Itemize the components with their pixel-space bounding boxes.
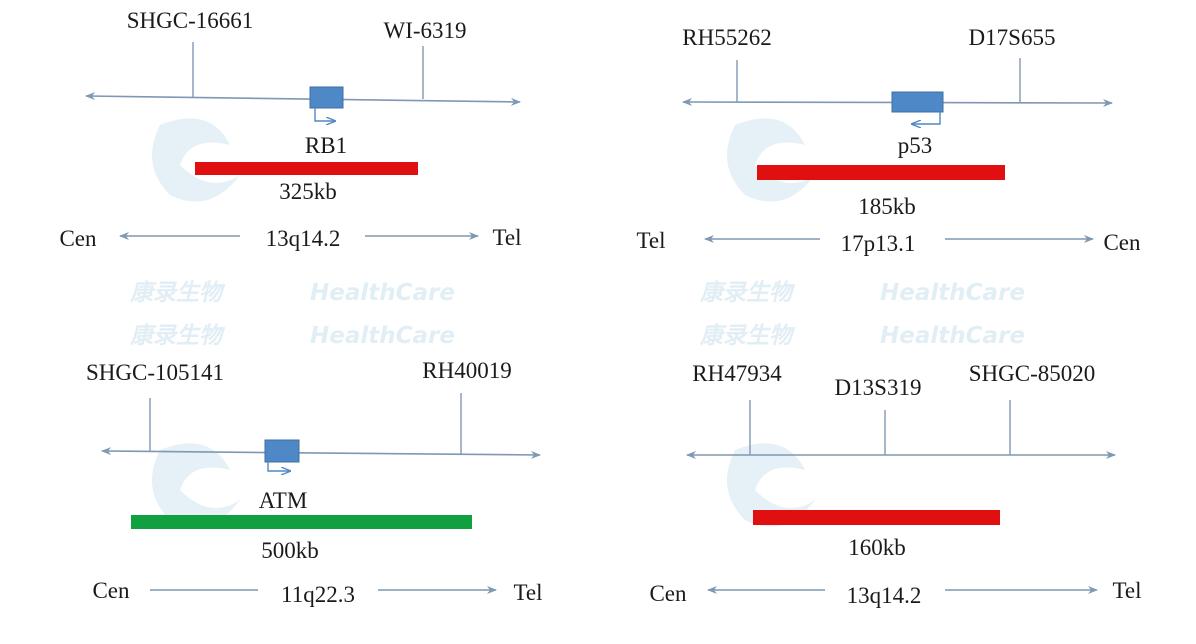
- watermark-en: HealthCare: [880, 323, 1025, 349]
- panel-p53: RH55262 D17S655 p53 185kb Tel 17p13.1 Ce…: [636, 25, 1141, 256]
- marker-label: D17S655: [969, 25, 1056, 50]
- watermark: 康录生物 HealthCare 康录生物 HealthCare 康录生物 Hea…: [129, 118, 1025, 527]
- marker-label: WI-6319: [383, 18, 466, 43]
- marker-label: RH55262: [682, 25, 771, 50]
- gene-label: ATM: [259, 488, 308, 513]
- probe-size: 325kb: [279, 179, 337, 204]
- left-end-label: Cen: [649, 581, 687, 606]
- right-end-label: Tel: [513, 580, 542, 605]
- probe-bar: [753, 510, 1000, 525]
- transcription-arrow-icon: [912, 112, 941, 124]
- probe-size: 185kb: [858, 194, 916, 219]
- panel-atm: SHGC-105141 RH40019 ATM 500kb Cen 11q22.…: [86, 358, 543, 607]
- probe-bar: [757, 165, 1005, 180]
- right-end-label: Cen: [1103, 230, 1141, 255]
- band-label: 13q14.2: [847, 583, 922, 608]
- marker-label: D13S319: [835, 375, 922, 400]
- left-end-label: Tel: [636, 228, 665, 253]
- left-end-label: Cen: [59, 226, 97, 251]
- panel-d13s319: RH47934 D13S319 SHGC-85020 160kb Cen 13q…: [649, 361, 1141, 608]
- watermark-en: HealthCare: [310, 280, 455, 306]
- band-label: 11q22.3: [281, 582, 355, 607]
- watermark-cn: 康录生物: [129, 279, 226, 306]
- watermark-cn: 康录生物: [699, 322, 796, 349]
- marker-label: SHGC-105141: [86, 360, 224, 385]
- marker-label: SHGC-85020: [969, 361, 1096, 386]
- watermark-cn: 康录生物: [129, 322, 226, 349]
- chromosome-line: [85, 92, 521, 106]
- marker-label: RH40019: [422, 358, 511, 383]
- gene-box: [891, 91, 944, 113]
- watermark-cn: 康录生物: [699, 279, 796, 306]
- probe-size: 500kb: [261, 538, 319, 563]
- gene-label: p53: [898, 133, 933, 158]
- probe-size: 160kb: [848, 535, 906, 560]
- watermark-en: HealthCare: [880, 280, 1025, 306]
- transcription-arrow-icon: [314, 108, 335, 121]
- band-label: 13q14.2: [266, 226, 341, 251]
- left-end-label: Cen: [92, 578, 130, 603]
- marker-label: RH47934: [692, 361, 782, 386]
- probe-bar: [195, 162, 418, 175]
- marker-label: SHGC-16661: [127, 8, 254, 33]
- probe-bar: [131, 515, 472, 529]
- band-label: 17p13.1: [841, 231, 916, 256]
- chromosome-line: [101, 447, 541, 459]
- gene-label: RB1: [305, 133, 347, 158]
- right-end-label: Tel: [492, 225, 521, 250]
- panel-rb1: SHGC-16661 WI-6319 RB1 325kb Cen 13q14.2…: [59, 8, 521, 251]
- transcription-arrow-icon: [267, 462, 290, 471]
- gene-box: [309, 86, 344, 109]
- watermark-en: HealthCare: [310, 323, 455, 349]
- gene-box: [264, 439, 300, 463]
- right-end-label: Tel: [1112, 578, 1141, 603]
